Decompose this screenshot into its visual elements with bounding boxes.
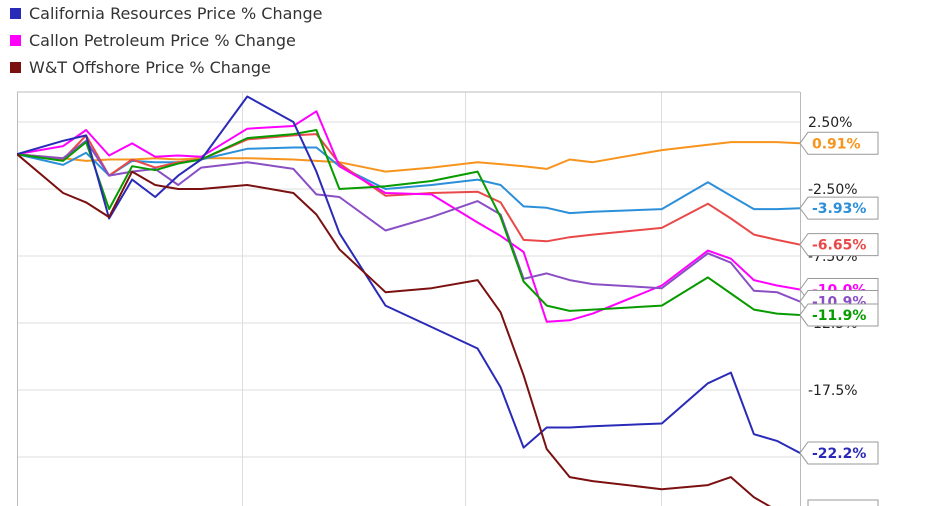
series (17, 95, 800, 506)
legend-item-wt-offshore[interactable]: W&T Offshore Price % Change (10, 54, 323, 81)
series-line-3 (17, 110, 800, 323)
series-line-5 (17, 129, 800, 316)
end-label-2: -6.65% (799, 233, 879, 257)
series-line-0 (17, 141, 800, 173)
end-label-box-1 (799, 196, 879, 220)
end-labels: 0.91%-3.93%-6.65%-10.0%-10.9%-11.9%-22.2… (799, 131, 879, 506)
y-tick-label-0: 2.50% (808, 115, 852, 131)
legend-label-california-resources: California Resources Price % Change (29, 4, 323, 23)
series-line-4 (17, 139, 800, 303)
end-label-box-2 (799, 233, 879, 257)
end-label-6: -22.2% (799, 441, 879, 465)
end-label-box-5 (799, 303, 879, 327)
end-label-text-6: -22.2% (812, 446, 866, 462)
series-line-7 (17, 153, 772, 506)
series-line-6 (17, 95, 800, 454)
end-label-box-7 (807, 499, 879, 506)
end-label-text-2: -6.65% (812, 238, 866, 254)
end-label-box-0 (799, 131, 879, 155)
end-label-0: 0.91% (799, 131, 879, 155)
end-label-box-6 (799, 441, 879, 465)
y-tick-label-1: -2.50% (808, 182, 858, 198)
legend-label-callon-petroleum: Callon Petroleum Price % Change (29, 31, 296, 50)
end-label-7 (807, 499, 879, 506)
y-tick-label-4: -17.5% (808, 383, 858, 399)
end-label-text-1: -3.93% (812, 201, 866, 217)
legend-swatch-wt-offshore (10, 62, 21, 73)
legend-item-california-resources[interactable]: California Resources Price % Change (10, 0, 323, 27)
end-label-1: -3.93% (799, 196, 879, 220)
end-label-text-0: 0.91% (812, 136, 861, 152)
legend-item-callon-petroleum[interactable]: Callon Petroleum Price % Change (10, 27, 323, 54)
legend: California Resources Price % Change Call… (10, 0, 323, 81)
legend-swatch-callon-petroleum (10, 35, 21, 46)
end-label-5: -11.9% (799, 303, 879, 327)
legend-swatch-california-resources (10, 8, 21, 19)
legend-label-wt-offshore: W&T Offshore Price % Change (29, 58, 271, 77)
grid (17, 92, 800, 506)
end-label-text-5: -11.9% (812, 308, 866, 324)
